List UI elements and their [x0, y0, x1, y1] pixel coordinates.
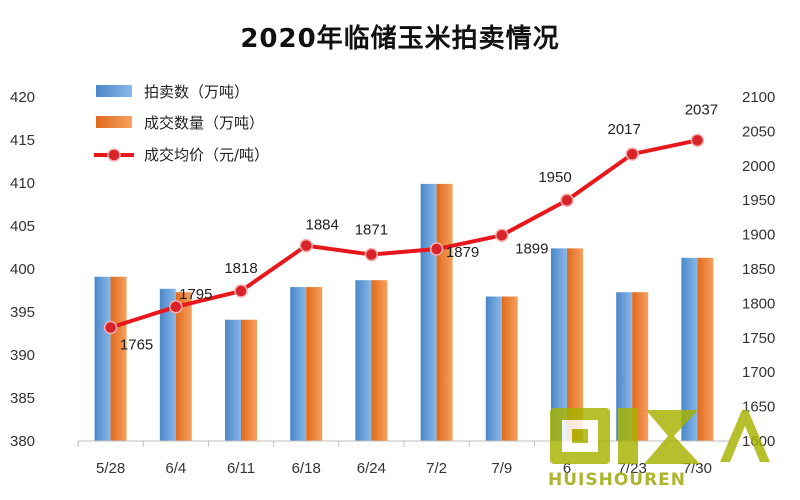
price-point [169, 300, 183, 314]
chart-title: 2020年临储玉米拍卖情况 [240, 24, 560, 54]
y-left-tick-label: 415 [10, 132, 35, 149]
bar-deal-volume [632, 292, 649, 441]
y-left-tick-label: 395 [10, 304, 35, 321]
price-point [560, 193, 574, 207]
x-tick-label: 7/2 [426, 460, 447, 477]
y-right-tick-label: 1900 [742, 227, 775, 244]
bar-deal-volume [306, 287, 323, 441]
bar-auction-volume [485, 296, 502, 441]
price-data-label: 1818 [224, 260, 257, 277]
y-right-tick-label: 1650 [742, 399, 775, 416]
price-point [364, 247, 379, 262]
y-right-tick-label: 2100 [742, 89, 775, 106]
y-right-tick-label: 2000 [742, 158, 775, 175]
watermark-word: HUISHOUREN [548, 470, 687, 490]
bar-deal-volume [110, 276, 127, 441]
x-tick-label: 7/9 [491, 460, 512, 477]
legend-label-deal: 成交数量（万吨） [144, 114, 264, 132]
price-data-label: 1879 [446, 244, 479, 261]
price-data-label: 1765 [120, 336, 153, 353]
x-axis: 5/28 6/4 6/11 6/18 6/24 7/2 7/9 6 7/23 7/30 [77, 440, 731, 477]
bar-auction-volume [225, 319, 241, 441]
price-point [690, 133, 705, 148]
price-data-label: 1899 [515, 240, 548, 257]
price-data-label: 1884 [306, 217, 339, 234]
y-left-tick-label: 380 [10, 433, 35, 450]
bar-deal-volume [175, 292, 192, 441]
price-point [103, 320, 118, 335]
bar-deal-volume [241, 319, 257, 441]
y-right-tick-label: 2050 [742, 123, 775, 140]
price-data-label: 2037 [685, 101, 718, 118]
bar-auction-volume [551, 248, 567, 441]
legend-label-auction: 拍卖数（万吨） [144, 83, 249, 101]
bar-auction-volume [616, 292, 633, 441]
line-series [103, 133, 705, 335]
bar-deal-volume [501, 296, 518, 441]
y-right-tick-label: 1800 [742, 295, 775, 312]
price-data-label: 2017 [608, 121, 641, 138]
bar-deal-volume [567, 248, 583, 441]
x-tick-label: 7/23 [618, 460, 647, 477]
watermark-logo: HUISHOUREN [548, 400, 778, 495]
y-axis-left: 380 385 390 395 400 405 410 415 420 [10, 89, 35, 450]
price-data-label: 1871 [355, 222, 388, 239]
legend-swatch-deal [96, 116, 132, 128]
watermark-logo-icon [550, 408, 770, 464]
price-line [109, 138, 698, 330]
y-left-tick-label: 385 [10, 390, 35, 407]
data-labels: 1765 1795 1818 1884 1871 1879 1899 1950 2017 2037 [120, 101, 718, 353]
bar-auction-volume [420, 183, 437, 442]
bar-auction-volume [159, 288, 176, 441]
bar-auction-volume [355, 280, 372, 441]
price-point [234, 284, 248, 298]
legend-label-price: 成交均价（元/吨） [144, 146, 269, 164]
bar-auction-volume [94, 276, 111, 441]
x-tick-label: 6/11 [227, 460, 255, 477]
bar-deal-volume [436, 183, 453, 442]
y-left-tick-label: 405 [10, 218, 35, 235]
price-point [429, 242, 444, 256]
bar-deal-volume [371, 280, 388, 441]
price-data-label: 1950 [538, 169, 571, 186]
legend-swatch-price-point [107, 148, 121, 162]
price-point [495, 228, 509, 243]
y-right-tick-label: 1850 [742, 261, 775, 278]
y-left-tick-label: 420 [10, 89, 35, 106]
price-data-label: 1795 [179, 286, 212, 303]
price-point [625, 147, 639, 161]
x-tick-label: 6/18 [292, 460, 321, 477]
x-tick-label: 6 [563, 460, 571, 477]
y-right-tick-label: 1700 [742, 364, 775, 381]
legend: 拍卖数（万吨） 成交数量（万吨） 成交均价（元/吨） [94, 83, 269, 164]
x-tick-label: 7/30 [683, 460, 712, 477]
bar-auction-volume [290, 287, 307, 441]
x-tick-label: 5/28 [96, 460, 125, 477]
price-point [299, 238, 313, 253]
bar-deal-volume [697, 257, 714, 441]
legend-swatch-auction [96, 85, 132, 97]
x-tick-label: 6/24 [357, 460, 386, 477]
bar-series [94, 183, 714, 442]
y-left-tick-label: 410 [10, 175, 35, 192]
y-right-tick-label: 1950 [742, 192, 775, 209]
bar-auction-volume [681, 257, 698, 441]
y-right-tick-label: 1750 [742, 330, 775, 347]
y-left-tick-label: 390 [10, 347, 35, 364]
y-left-tick-label: 400 [10, 261, 35, 278]
x-tick-label: 6/4 [165, 460, 186, 477]
y-axis-right: 1600165017001750180018501900195020002050… [742, 89, 775, 450]
